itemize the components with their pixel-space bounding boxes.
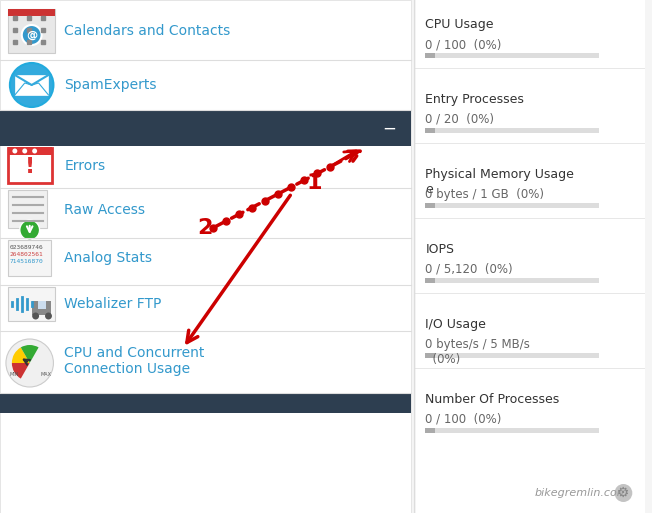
Circle shape (10, 63, 53, 107)
Wedge shape (12, 363, 30, 379)
FancyBboxPatch shape (8, 287, 55, 321)
Text: @: @ (26, 30, 37, 40)
FancyBboxPatch shape (32, 301, 52, 315)
Circle shape (32, 312, 39, 320)
Circle shape (614, 484, 632, 502)
Text: IOPS: IOPS (426, 243, 454, 256)
FancyBboxPatch shape (8, 9, 55, 16)
Text: Analog Stats: Analog Stats (65, 251, 153, 265)
FancyBboxPatch shape (426, 53, 599, 58)
Text: CPU and Concurrent
Connection Usage: CPU and Concurrent Connection Usage (65, 346, 205, 376)
FancyBboxPatch shape (0, 0, 411, 513)
Circle shape (6, 339, 53, 387)
FancyBboxPatch shape (8, 9, 55, 53)
Text: CPU Usage: CPU Usage (426, 18, 494, 31)
Text: SpamExperts: SpamExperts (65, 78, 157, 92)
FancyBboxPatch shape (426, 53, 436, 58)
Text: 1: 1 (306, 173, 322, 193)
Text: Calendars and Contacts: Calendars and Contacts (65, 24, 231, 38)
Text: !: ! (25, 157, 35, 177)
Circle shape (32, 148, 37, 153)
FancyBboxPatch shape (8, 148, 52, 183)
Text: 023689746: 023689746 (10, 245, 44, 250)
Text: MIN: MIN (9, 372, 19, 378)
FancyBboxPatch shape (426, 203, 436, 208)
FancyBboxPatch shape (426, 428, 436, 433)
FancyBboxPatch shape (426, 128, 436, 133)
Text: Raw Access: Raw Access (65, 203, 145, 217)
Text: Physical Memory Usage
e: Physical Memory Usage e (426, 168, 574, 196)
Text: ⚙: ⚙ (617, 486, 630, 500)
Text: 714516870: 714516870 (10, 259, 44, 264)
Circle shape (22, 148, 27, 153)
Circle shape (22, 25, 42, 45)
Wedge shape (21, 345, 38, 363)
FancyBboxPatch shape (38, 301, 46, 309)
FancyBboxPatch shape (426, 203, 599, 208)
FancyBboxPatch shape (8, 240, 52, 276)
Text: Number Of Processes: Number Of Processes (426, 393, 560, 406)
Text: Webalizer FTP: Webalizer FTP (65, 297, 162, 311)
Text: 264802561: 264802561 (10, 252, 44, 257)
FancyBboxPatch shape (426, 428, 599, 433)
Text: MAX: MAX (40, 372, 51, 378)
Wedge shape (12, 347, 30, 363)
FancyBboxPatch shape (426, 278, 436, 283)
FancyBboxPatch shape (0, 393, 411, 413)
Text: Errors: Errors (65, 159, 106, 173)
Text: 0 / 5,120  (0%): 0 / 5,120 (0%) (426, 263, 513, 276)
FancyBboxPatch shape (426, 353, 599, 358)
Text: I/O Usage: I/O Usage (426, 318, 486, 331)
Text: bikegremlin.com: bikegremlin.com (535, 488, 628, 498)
FancyBboxPatch shape (8, 147, 52, 155)
FancyBboxPatch shape (426, 278, 599, 283)
Text: 0 / 20  (0%): 0 / 20 (0%) (426, 113, 494, 126)
FancyBboxPatch shape (426, 353, 436, 358)
Text: 0 bytes/s / 5 MB/s
  (0%): 0 bytes/s / 5 MB/s (0%) (426, 338, 530, 366)
Text: 2: 2 (198, 218, 213, 238)
Text: 0 / 100  (0%): 0 / 100 (0%) (426, 38, 502, 51)
Text: Entry Processes: Entry Processes (426, 93, 524, 106)
Circle shape (12, 148, 18, 153)
FancyBboxPatch shape (8, 190, 48, 228)
FancyBboxPatch shape (426, 128, 599, 133)
Text: −: − (382, 120, 396, 138)
Circle shape (20, 220, 40, 240)
FancyBboxPatch shape (415, 0, 645, 513)
Text: 0 / 100  (0%): 0 / 100 (0%) (426, 413, 502, 426)
Circle shape (45, 312, 52, 320)
FancyBboxPatch shape (0, 111, 411, 146)
Polygon shape (15, 75, 48, 95)
Text: 0 bytes / 1 GB  (0%): 0 bytes / 1 GB (0%) (426, 188, 544, 201)
